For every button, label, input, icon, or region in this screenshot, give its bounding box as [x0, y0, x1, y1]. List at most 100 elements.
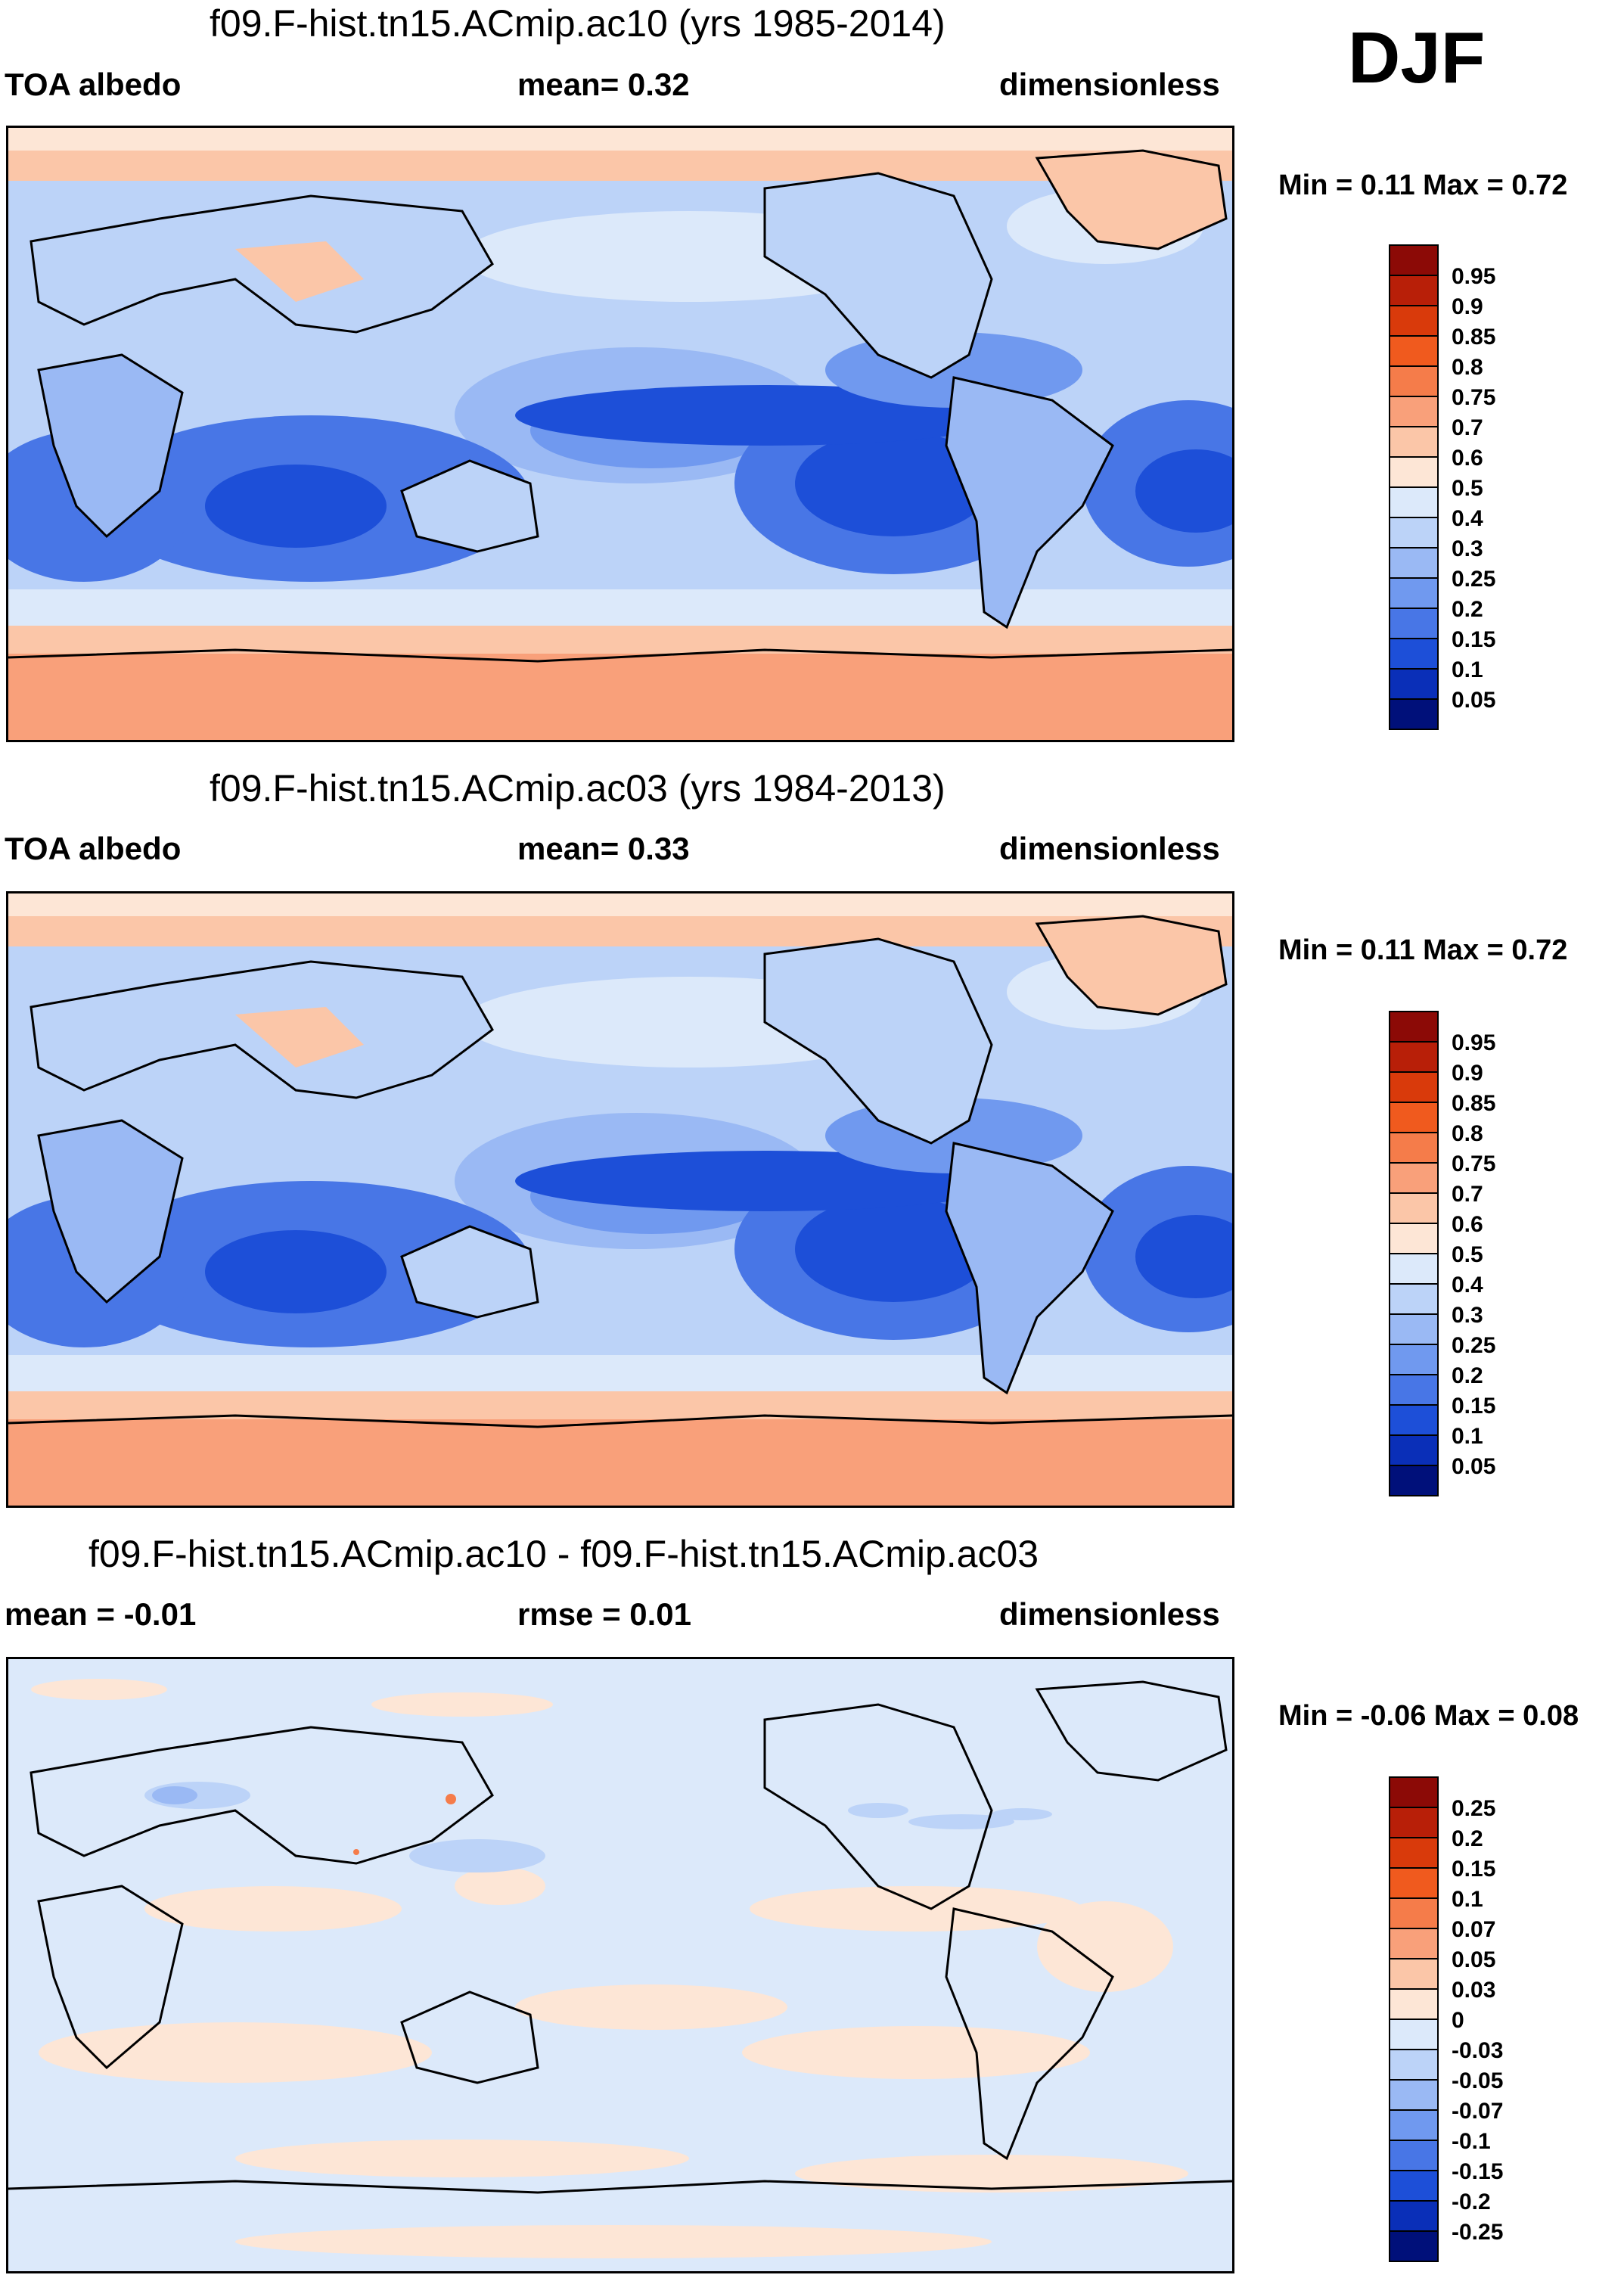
- colorbar-swatch: [1389, 2079, 1439, 2111]
- colorbar-swatch: [1389, 244, 1439, 276]
- colorbar-swatch: [1389, 1162, 1439, 1194]
- colorbar-tick-label: 0.1: [1452, 1887, 1483, 1912]
- colorbar-tick-label: 0.2: [1452, 1363, 1483, 1388]
- colorbar-tick-label: 0.25: [1452, 567, 1495, 592]
- colorbar-tick-label: 0.6: [1452, 1212, 1483, 1237]
- colorbar-swatch: [1389, 1253, 1439, 1285]
- panel-3-colorbar: 0.25 0.2 0.15 0.1 0.07 0.05 0.03 0 -0.03 -0.05 -0.…: [1388, 1776, 1539, 2267]
- colorbar-tick-label: 0.25: [1452, 1796, 1495, 1821]
- colorbar-tick-label: -0.1: [1452, 2129, 1491, 2154]
- colorbar-swatch: [1389, 1897, 1439, 1929]
- panel-1-title: f09.F-hist.tn15.ACmip.ac10 (yrs 1985-201…: [210, 2, 946, 45]
- panel-2-title: f09.F-hist.tn15.ACmip.ac03 (yrs 1984-201…: [210, 767, 946, 810]
- colorbar-swatch: [1389, 1434, 1439, 1466]
- colorbar-swatch: [1389, 1223, 1439, 1254]
- colorbar-tick-label: 0.95: [1452, 1030, 1495, 1055]
- panel-3-map: [6, 1657, 1234, 2273]
- colorbar-tick-label: 0.7: [1452, 415, 1483, 440]
- colorbar-swatch: [1389, 1958, 1439, 1990]
- colorbar-tick-label: 0.85: [1452, 325, 1495, 350]
- colorbar-tick-label: -0.2: [1452, 2189, 1491, 2214]
- panel-3-units-label: dimensionless: [999, 1596, 1220, 1632]
- colorbar-tick-label: 0: [1452, 2008, 1464, 2033]
- panel-3-minmax: Min = -0.06 Max = 0.08: [1278, 1700, 1579, 1732]
- colorbar-swatch: [1389, 517, 1439, 549]
- panel-1-colorbar: 0.95 0.9 0.85 0.8 0.75 0.7 0.6 0.5 0.4 0.3 0.25 0.2…: [1388, 244, 1539, 735]
- colorbar-tick-label: 0.15: [1452, 1857, 1495, 1882]
- colorbar-tick-label: -0.07: [1452, 2099, 1503, 2124]
- colorbar-swatch: [1389, 1404, 1439, 1436]
- panel-1-units-label: dimensionless: [999, 67, 1220, 102]
- colorbar-swatch: [1389, 638, 1439, 670]
- colorbar-swatch: [1389, 486, 1439, 518]
- colorbar-tick-label: 0.3: [1452, 1303, 1483, 1328]
- colorbar-swatch: [1389, 1837, 1439, 1869]
- season-label: DJF: [1348, 17, 1486, 98]
- colorbar-tick-label: 0.05: [1452, 1454, 1495, 1479]
- colorbar-tick-label: 0.4: [1452, 1273, 1483, 1297]
- panel-2-minmax: Min = 0.11 Max = 0.72: [1278, 934, 1568, 966]
- panel-3-rmse-label: rmse = 0.01: [517, 1596, 692, 1632]
- colorbar-tick-label: 0.4: [1452, 506, 1483, 531]
- panel-3-mean-label: mean = -0.01: [5, 1596, 197, 1632]
- panel-2-units-label: dimensionless: [999, 831, 1220, 866]
- colorbar-tick-label: 0.1: [1452, 1424, 1483, 1449]
- colorbar-swatch: [1389, 1041, 1439, 1073]
- colorbar-swatch: [1389, 335, 1439, 367]
- colorbar-swatch: [1389, 1374, 1439, 1406]
- colorbar-swatch: [1389, 1102, 1439, 1133]
- colorbar-tick-label: 0.95: [1452, 264, 1495, 289]
- colorbar-tick-label: -0.03: [1452, 2038, 1503, 2063]
- colorbar-swatch: [1389, 547, 1439, 579]
- colorbar-swatch: [1389, 1867, 1439, 1899]
- colorbar-swatch: [1389, 2140, 1439, 2171]
- colorbar-tick-label: 0.8: [1452, 1121, 1483, 1146]
- colorbar-swatch: [1389, 456, 1439, 488]
- colorbar-swatch: [1389, 668, 1439, 700]
- colorbar-swatch: [1389, 1313, 1439, 1345]
- colorbar-tick-label: 0.85: [1452, 1091, 1495, 1116]
- colorbar-swatch: [1389, 1928, 1439, 1959]
- colorbar-tick-label: 0.5: [1452, 476, 1483, 501]
- colorbar-swatch: [1389, 1807, 1439, 1838]
- panel-2-map: [6, 891, 1234, 1508]
- panel-3-title: f09.F-hist.tn15.ACmip.ac10 - f09.F-hist.…: [88, 1533, 1039, 1575]
- colorbar-swatch: [1389, 426, 1439, 458]
- colorbar-swatch: [1389, 1465, 1439, 1496]
- panel-1-mean-label: mean= 0.32: [517, 67, 690, 102]
- colorbar-tick-label: 0.3: [1452, 536, 1483, 561]
- colorbar-tick-label: -0.05: [1452, 2068, 1503, 2093]
- colorbar-tick-label: -0.15: [1452, 2159, 1503, 2184]
- colorbar-swatch: [1389, 577, 1439, 609]
- colorbar-tick-label: 0.05: [1452, 1947, 1495, 1972]
- panel-2-mean-label: mean= 0.33: [517, 831, 690, 866]
- colorbar-swatch: [1389, 396, 1439, 427]
- colorbar-tick-label: 0.7: [1452, 1182, 1483, 1207]
- colorbar-swatch: [1389, 365, 1439, 397]
- colorbar-tick-label: 0.15: [1452, 1394, 1495, 1419]
- colorbar-tick-label: 0.75: [1452, 385, 1495, 410]
- colorbar-swatch: [1389, 2109, 1439, 2141]
- colorbar-swatch: [1389, 2170, 1439, 2202]
- colorbar-tick-label: 0.03: [1452, 1978, 1495, 2003]
- colorbar-swatch: [1389, 2019, 1439, 2050]
- colorbar-swatch: [1389, 1192, 1439, 1224]
- colorbar-tick-label: 0.25: [1452, 1333, 1495, 1358]
- panel-1-minmax: Min = 0.11 Max = 0.72: [1278, 169, 1568, 201]
- colorbar-tick-label: 0.8: [1452, 355, 1483, 380]
- colorbar-tick-label: 0.1: [1452, 657, 1483, 682]
- colorbar-tick-label: 0.05: [1452, 688, 1495, 713]
- panel-1-variable-label: TOA albedo: [5, 67, 182, 102]
- colorbar-tick-label: 0.9: [1452, 1061, 1483, 1086]
- colorbar-swatch: [1389, 2230, 1439, 2262]
- colorbar-swatch: [1389, 305, 1439, 337]
- colorbar-swatch: [1389, 1132, 1439, 1164]
- colorbar-swatch: [1389, 1011, 1439, 1043]
- colorbar-tick-label: 0.07: [1452, 1917, 1495, 1942]
- colorbar-swatch: [1389, 1988, 1439, 2020]
- colorbar-swatch: [1389, 698, 1439, 730]
- colorbar-tick-label: 0.75: [1452, 1151, 1495, 1176]
- panel-1-map: [6, 126, 1234, 742]
- colorbar-swatch: [1389, 1071, 1439, 1103]
- colorbar-swatch: [1389, 275, 1439, 306]
